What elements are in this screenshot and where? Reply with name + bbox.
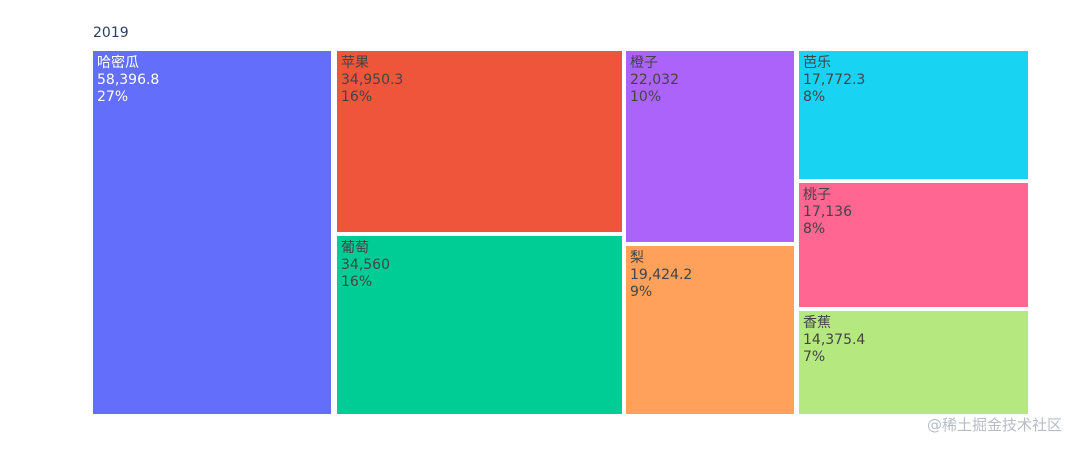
tile-value: 14,375.4 [803, 332, 866, 348]
tile-percent: 8% [803, 89, 826, 105]
treemap-tile[interactable]: 橙子 22,032 10% [626, 51, 794, 242]
tile-value: 17,772.3 [803, 72, 866, 88]
treemap-tile[interactable]: 葡萄 34,560 16% [337, 236, 622, 414]
tile-label: 哈密瓜 [97, 55, 139, 71]
watermark: @稀土掘金技术社区 [926, 416, 1062, 434]
tile-label: 香蕉 [803, 315, 831, 331]
tile-value: 58,396.8 [97, 72, 160, 88]
tile-percent: 16% [341, 89, 373, 105]
tile-value: 34,950.3 [341, 72, 404, 88]
tile-value: 17,136 [803, 204, 852, 220]
tile-label-group: 苹果 34,950.3 16% [341, 55, 403, 106]
tile-label-group: 芭乐 17,772.3 8% [803, 55, 865, 106]
tile-label-group: 梨 19,424.2 9% [630, 250, 692, 301]
tile-percent: 8% [803, 221, 826, 237]
treemap-tile[interactable]: 梨 19,424.2 9% [626, 246, 794, 414]
tile-label-group: 橙子 22,032 10% [630, 55, 679, 106]
tile-label: 苹果 [341, 55, 369, 71]
tile-label: 葡萄 [341, 240, 369, 256]
tile-label-group: 桃子 17,136 8% [803, 187, 852, 238]
tile-label-group: 哈密瓜 58,396.8 27% [97, 55, 159, 106]
tile-value: 22,032 [630, 72, 679, 88]
tile-value: 34,560 [341, 257, 390, 273]
tile-label-group: 葡萄 34,560 16% [341, 240, 390, 291]
tile-percent: 9% [630, 284, 653, 300]
tile-label: 芭乐 [803, 55, 831, 71]
tile-label: 梨 [630, 250, 644, 266]
treemap-tile[interactable]: 苹果 34,950.3 16% [337, 51, 622, 232]
treemap-tile[interactable]: 桃子 17,136 8% [799, 183, 1028, 307]
treemap-tile[interactable]: 芭乐 17,772.3 8% [799, 51, 1028, 179]
tile-percent: 27% [97, 89, 129, 105]
tile-percent: 16% [341, 274, 373, 290]
tile-label: 桃子 [803, 187, 831, 203]
tile-label: 橙子 [630, 55, 658, 71]
tile-percent: 7% [803, 349, 826, 365]
treemap-tile[interactable]: 哈密瓜 58,396.8 27% [93, 51, 331, 414]
tile-percent: 10% [630, 89, 662, 105]
tile-value: 19,424.2 [630, 267, 693, 283]
treemap-tile[interactable]: 香蕉 14,375.4 7% [799, 311, 1028, 414]
treemap-root-label: 2019 [93, 25, 129, 41]
tile-label-group: 香蕉 14,375.4 7% [803, 315, 865, 366]
